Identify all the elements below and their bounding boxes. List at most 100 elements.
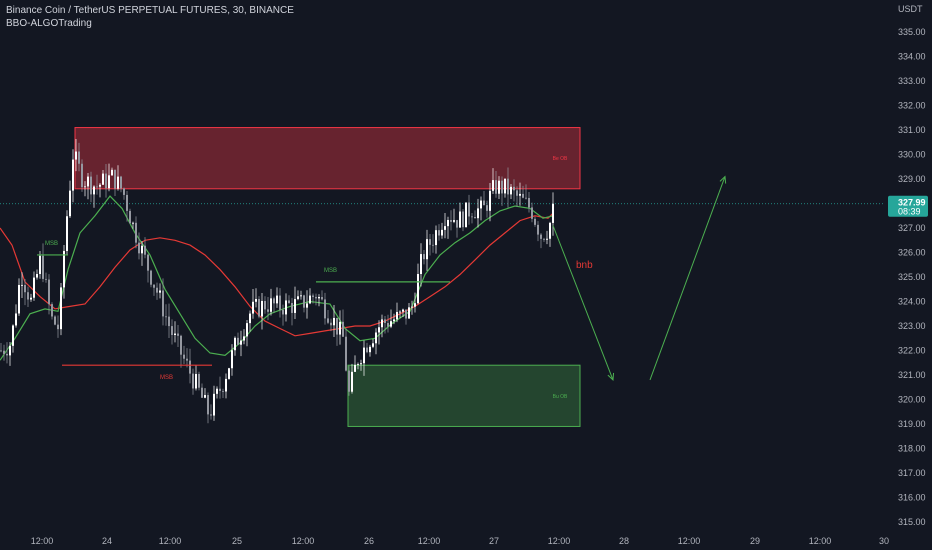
bull-candle bbox=[318, 297, 320, 299]
bull-candle bbox=[231, 350, 233, 369]
bull-candle bbox=[33, 277, 35, 298]
bear-candle bbox=[438, 230, 440, 236]
price-tick-label: 331.00 bbox=[898, 125, 926, 135]
bull-candle bbox=[453, 220, 455, 222]
bull-candle bbox=[9, 345, 11, 356]
indicator-label: BBO-ALGOTrading bbox=[6, 18, 92, 29]
bull-candle bbox=[492, 180, 494, 191]
price-tick-label: 320.00 bbox=[898, 395, 926, 405]
bull-candle bbox=[498, 180, 500, 194]
bear-candle bbox=[147, 254, 149, 271]
bull-candle bbox=[363, 347, 365, 364]
price-tick-label: 332.00 bbox=[898, 101, 926, 111]
bear-candle bbox=[330, 322, 332, 326]
bull-candle bbox=[444, 226, 446, 230]
price-axis[interactable]: USDT 315.00 316.00 317.00 318.00 319.00 320.00… bbox=[888, 4, 928, 527]
bear-candle bbox=[273, 298, 275, 304]
bear-candle bbox=[180, 335, 182, 355]
bear-candle bbox=[327, 318, 329, 323]
down-arrow bbox=[552, 225, 614, 381]
price-tick-label: 330.00 bbox=[898, 150, 926, 160]
time-tick-label: 26 bbox=[364, 536, 374, 546]
bear-candle bbox=[525, 197, 527, 199]
bear-candle bbox=[384, 319, 386, 324]
bull-candle bbox=[417, 274, 419, 304]
bull-candle bbox=[204, 395, 206, 398]
bull-candle bbox=[63, 250, 65, 288]
bull-candle bbox=[141, 245, 143, 254]
time-tick-label: 12:00 bbox=[292, 536, 315, 546]
bear-candle bbox=[138, 242, 140, 254]
time-tick-label: 12:00 bbox=[31, 536, 54, 546]
bull-candle bbox=[375, 332, 377, 344]
bull-candle bbox=[75, 151, 77, 160]
bull-candle bbox=[132, 222, 134, 224]
bull-candle bbox=[426, 239, 428, 260]
time-axis[interactable]: 12:00 24 12:00 25 12:00 26 12:00 27 12:00 28 12:00… bbox=[31, 536, 889, 546]
bear-candle bbox=[0, 350, 2, 352]
bear-candle bbox=[291, 302, 293, 313]
bull-candle bbox=[396, 311, 398, 320]
bull-candle bbox=[246, 323, 248, 337]
bear-candle bbox=[27, 292, 29, 300]
bear-candle bbox=[423, 254, 425, 260]
time-tick-label: 12:00 bbox=[548, 536, 571, 546]
bear-candle bbox=[219, 388, 221, 392]
bear-candle bbox=[474, 217, 476, 219]
fast-moving-average bbox=[0, 195, 554, 361]
bull-candle bbox=[294, 299, 296, 313]
price-tick-label: 318.00 bbox=[898, 444, 926, 454]
bull-candle bbox=[519, 193, 521, 196]
bull-candle bbox=[297, 296, 299, 300]
bull-candle bbox=[411, 306, 413, 308]
bull-candle bbox=[339, 321, 341, 335]
bull-candle bbox=[285, 300, 287, 315]
bull-candle bbox=[117, 176, 119, 189]
bear-candle bbox=[42, 255, 44, 279]
bear-candle bbox=[324, 299, 326, 319]
bear-candle bbox=[513, 186, 515, 191]
bull-candle bbox=[243, 336, 245, 341]
price-tick-label: 327.00 bbox=[898, 223, 926, 233]
bull-candle bbox=[12, 325, 14, 346]
bear-candle bbox=[336, 317, 338, 335]
bear-candle bbox=[153, 284, 155, 288]
price-tick-label: 325.00 bbox=[898, 272, 926, 282]
bear-candle bbox=[48, 279, 50, 305]
bear-candle bbox=[192, 373, 194, 389]
bull-candle bbox=[435, 230, 437, 246]
bull-candle bbox=[99, 184, 101, 187]
bullish-order-block bbox=[347, 364, 581, 427]
bear-candle bbox=[450, 219, 452, 222]
bull-candle bbox=[234, 337, 236, 351]
bull-candle bbox=[240, 340, 242, 345]
bull-candle bbox=[111, 169, 113, 176]
projection-arrows: bnb bbox=[552, 175, 727, 381]
bull-candle bbox=[252, 301, 254, 314]
bull-candle bbox=[300, 295, 302, 297]
price-tick-label: 323.00 bbox=[898, 321, 926, 331]
bull-candle bbox=[36, 274, 38, 278]
bull-candle bbox=[84, 186, 86, 188]
chart-title: Binance Coin / TetherUS PERPETUAL FUTURE… bbox=[6, 5, 294, 16]
bull-candle bbox=[480, 200, 482, 209]
bear-candle bbox=[126, 194, 128, 211]
bear-candle bbox=[237, 337, 239, 345]
bull-candle bbox=[261, 300, 263, 317]
price-tick-label: 317.00 bbox=[898, 468, 926, 478]
bull-candle bbox=[402, 309, 404, 312]
bull-candle bbox=[249, 313, 251, 324]
current-price-value: 327.99 bbox=[898, 198, 926, 208]
price-tick-label: 326.00 bbox=[898, 248, 926, 258]
bull-candle bbox=[420, 254, 422, 275]
current-price-tag bbox=[888, 195, 928, 217]
price-tick-label: 333.00 bbox=[898, 76, 926, 86]
bull-candle bbox=[15, 313, 17, 326]
bear-candle bbox=[165, 316, 167, 318]
time-tick-label: 24 bbox=[102, 536, 112, 546]
bear-candle bbox=[207, 395, 209, 415]
bear-candle bbox=[537, 224, 539, 235]
bear-candle bbox=[540, 234, 542, 239]
